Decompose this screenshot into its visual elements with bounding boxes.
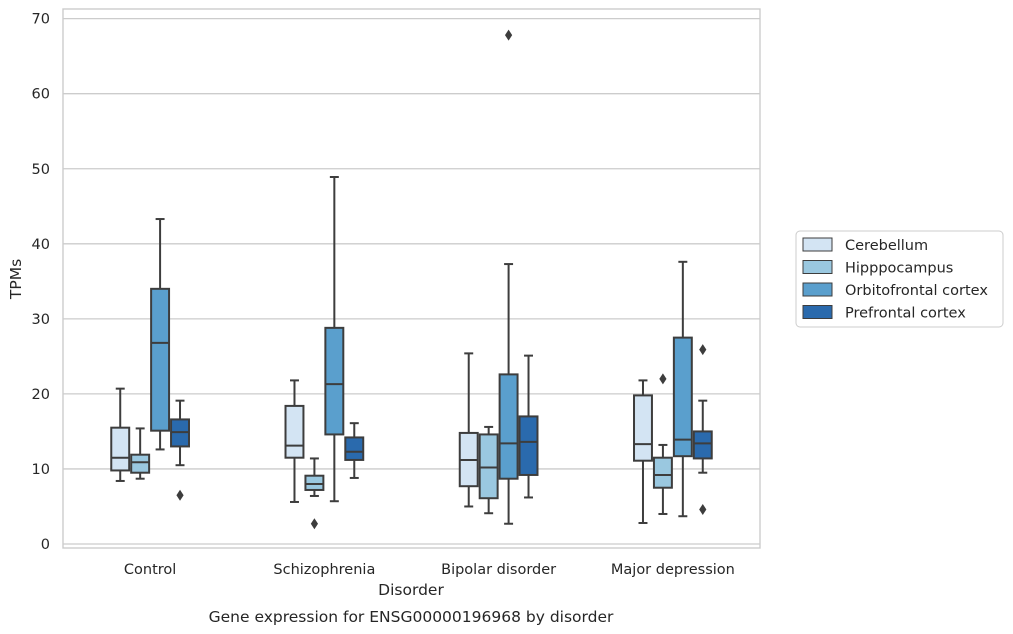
iqr-box bbox=[478, 433, 499, 500]
y-tick-label: 30 bbox=[32, 312, 50, 328]
legend-swatch bbox=[802, 237, 833, 252]
iqr-box bbox=[498, 373, 519, 480]
x-axis-label: Disorder bbox=[378, 581, 444, 599]
y-axis-label: TPMs bbox=[7, 259, 25, 300]
outlier-point bbox=[699, 344, 707, 356]
iqr-box bbox=[110, 426, 131, 472]
iqr-box bbox=[284, 404, 305, 459]
y-tick-label: 50 bbox=[32, 162, 50, 178]
y-tick-label: 70 bbox=[32, 12, 50, 28]
iqr-box bbox=[324, 326, 345, 436]
box-orbitofrontal-cortex bbox=[498, 29, 519, 525]
legend-swatch bbox=[802, 305, 833, 319]
legend-label: Orbitofrontal cortex bbox=[845, 283, 988, 299]
outlier-point bbox=[699, 503, 707, 515]
x-tick-label: Control bbox=[124, 562, 176, 578]
box-prefrontal-cortex bbox=[344, 422, 365, 479]
y-tick-label: 10 bbox=[32, 462, 50, 478]
legend-label: Prefrontal cortex bbox=[845, 306, 966, 322]
box-prefrontal-cortex bbox=[518, 354, 539, 499]
box-cerebellum bbox=[110, 387, 131, 482]
axes bbox=[62, 8, 761, 549]
box-prefrontal-cortex bbox=[692, 344, 713, 515]
x-tick-label: Bipolar disorder bbox=[441, 562, 556, 578]
y-tick-label: 60 bbox=[32, 87, 50, 103]
legend-label: Cerebellum bbox=[845, 238, 928, 254]
iqr-box bbox=[130, 453, 151, 474]
box-orbitofrontal-cortex bbox=[672, 260, 693, 518]
outlier-point bbox=[310, 518, 319, 530]
iqr-box bbox=[304, 474, 325, 491]
box-orbitofrontal-cortex bbox=[324, 176, 345, 503]
iqr-box bbox=[150, 287, 171, 432]
box-prefrontal-cortex bbox=[170, 399, 190, 501]
legend-label: Hipppocampus bbox=[845, 261, 953, 277]
iqr-box bbox=[344, 436, 365, 461]
legend: Cerebellum Hipppocampus Orbitofrontal cort… bbox=[795, 230, 1004, 328]
box-cerebellum bbox=[284, 379, 305, 503]
box-cerebellum bbox=[633, 379, 653, 524]
box-hipppocampus bbox=[130, 427, 151, 480]
box-hipppocampus bbox=[652, 373, 673, 515]
x-tick-label: Schizophrenia bbox=[273, 562, 375, 578]
outlier-point bbox=[504, 29, 513, 41]
box-hipppocampus bbox=[304, 457, 325, 530]
y-tick-labels: 0 10 20 30 40 50 60 70 bbox=[32, 12, 50, 553]
iqr-box bbox=[633, 394, 653, 462]
legend-swatch bbox=[802, 282, 833, 297]
iqr-box bbox=[652, 456, 673, 489]
chart-caption: Gene expression for ENSG00000196968 by d… bbox=[209, 608, 614, 626]
box-groups bbox=[110, 29, 713, 530]
x-tick-labels: Control Schizophrenia Bipolar disorder Majo… bbox=[124, 562, 735, 578]
y-tick-label: 40 bbox=[32, 237, 50, 253]
grid-lines bbox=[63, 17, 760, 545]
iqr-box bbox=[692, 430, 713, 460]
x-tick-label: Major depression bbox=[611, 562, 735, 578]
plot-frame bbox=[62, 8, 761, 549]
outlier-point bbox=[659, 373, 667, 385]
box-cerebellum bbox=[458, 352, 479, 508]
box-orbitofrontal-cortex bbox=[150, 218, 171, 451]
box-hipppocampus bbox=[478, 425, 499, 515]
iqr-box bbox=[518, 415, 539, 476]
y-tick-label: 0 bbox=[41, 537, 50, 553]
legend-frame bbox=[795, 230, 1004, 328]
outlier-point bbox=[176, 489, 184, 501]
y-tick-label: 20 bbox=[32, 387, 50, 403]
legend-swatch bbox=[802, 260, 833, 274]
iqr-box bbox=[672, 336, 693, 458]
